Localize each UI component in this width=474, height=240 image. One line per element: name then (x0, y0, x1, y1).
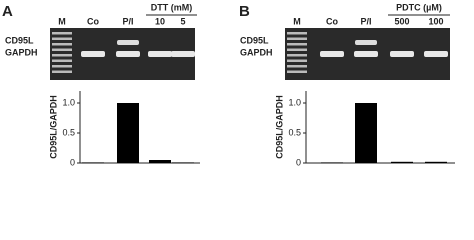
row-label: CD95L (240, 35, 269, 45)
lane-label: P/I (122, 16, 133, 26)
lane-label: 10 (155, 16, 165, 26)
ladder-band (287, 65, 307, 68)
bar (172, 162, 194, 164)
y-axis-label: CD95L/GAPDH (274, 95, 284, 159)
y-tick-label: 1.0 (288, 97, 301, 107)
treatment-label: PDTC (µM) (396, 2, 442, 12)
ladder-band (52, 32, 72, 35)
row-label: GAPDH (240, 47, 273, 57)
y-axis-label: CD95L/GAPDH (48, 95, 58, 159)
gel-band (320, 51, 344, 57)
ladder-band (287, 70, 307, 73)
ladder-band (52, 43, 72, 46)
ladder-band (287, 59, 307, 62)
lane-label: Co (87, 16, 99, 26)
ladder-band (287, 32, 307, 35)
lane-label: 5 (180, 16, 185, 26)
bar (149, 160, 171, 163)
gel-band (424, 51, 448, 57)
ladder-band (287, 54, 307, 57)
lane-label: 500 (394, 16, 409, 26)
figure: A DTT (mM) CD95L GAPDH M Co P/I 10 5 CD95L/GAPDH 0… (2, 2, 455, 167)
lane-label: Co (326, 16, 338, 26)
bar (117, 103, 139, 163)
gel-band (117, 40, 139, 45)
ladder-band (287, 48, 307, 51)
treatment-label: DTT (mM) (151, 2, 193, 12)
ladder-band (52, 48, 72, 51)
panel-label: A (2, 3, 13, 20)
gel-band (171, 51, 195, 57)
bar (82, 162, 104, 164)
lane-label: 100 (428, 16, 443, 26)
bar (425, 161, 447, 163)
gel-band (148, 51, 172, 57)
ladder-band (52, 65, 72, 68)
y-tick-label: 0.5 (62, 127, 75, 137)
ladder-band (287, 43, 307, 46)
gel-band (355, 40, 377, 45)
y-tick-label: 0 (70, 157, 75, 167)
ladder-band (52, 54, 72, 57)
y-tick-label: 0 (296, 157, 301, 167)
y-tick-label: 1.0 (62, 97, 75, 107)
panel-label: B (239, 3, 250, 20)
bar (321, 162, 343, 164)
bar (355, 103, 377, 163)
gel-band (354, 51, 378, 57)
y-tick-label: 0.5 (288, 127, 301, 137)
ladder-band (52, 59, 72, 62)
gel-band (390, 51, 414, 57)
lane-label: P/I (360, 16, 371, 26)
gel-band (81, 51, 105, 57)
ladder-band (287, 37, 307, 40)
lane-label: M (58, 16, 66, 26)
row-label: GAPDH (5, 47, 38, 57)
lane-label: M (293, 16, 301, 26)
bar (391, 161, 413, 163)
ladder-band (52, 37, 72, 40)
ladder-band (52, 70, 72, 73)
gel-band (116, 51, 140, 57)
row-label: CD95L (5, 35, 34, 45)
